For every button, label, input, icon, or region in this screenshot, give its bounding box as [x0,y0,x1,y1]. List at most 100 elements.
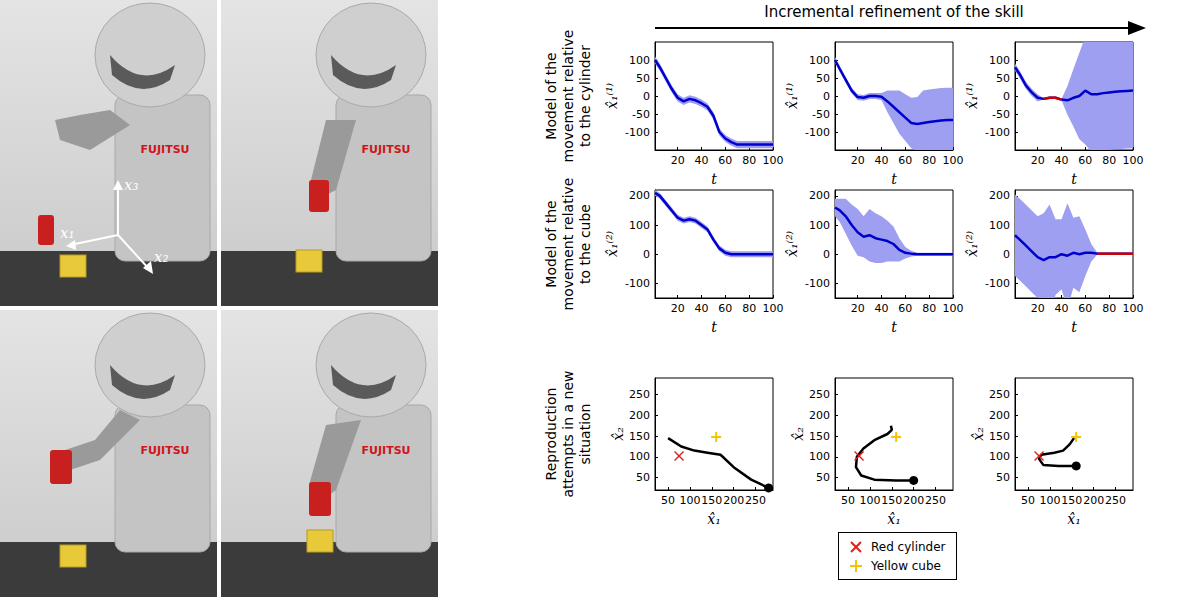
svg-text:100: 100 [989,54,1010,67]
svg-text:FUJITSU: FUJITSU [141,444,190,457]
svg-text:60: 60 [718,154,732,167]
svg-text:60: 60 [718,302,732,315]
svg-text:50: 50 [996,471,1010,484]
svg-text:t: t [711,319,717,335]
svg-text:-100: -100 [805,126,830,139]
svg-text:50: 50 [996,72,1010,85]
svg-text:0: 0 [1003,248,1010,261]
svg-text:50: 50 [1021,494,1035,507]
svg-text:100: 100 [943,302,964,315]
svg-text:20: 20 [671,154,685,167]
svg-text:t: t [891,171,897,187]
svg-text:0: 0 [1003,90,1010,103]
svg-text:150: 150 [629,430,650,443]
svg-text:x̂₁⁽¹⁾: x̂₁⁽¹⁾ [964,82,980,109]
svg-text:250: 250 [809,388,830,401]
svg-text:50: 50 [636,72,650,85]
svg-text:50: 50 [816,72,830,85]
svg-text:250: 250 [925,494,946,507]
svg-text:100: 100 [809,219,830,232]
svg-text:20: 20 [851,302,865,315]
svg-text:80: 80 [742,302,756,315]
svg-text:-100: -100 [805,277,830,290]
svg-text:40: 40 [694,302,708,315]
svg-text:-100: -100 [985,277,1010,290]
svg-text:-50: -50 [812,108,830,121]
svg-text:250: 250 [629,388,650,401]
svg-text:40: 40 [874,302,888,315]
svg-text:200: 200 [809,189,830,202]
svg-text:80: 80 [922,302,936,315]
svg-text:80: 80 [1102,154,1116,167]
svg-text:100: 100 [1123,154,1144,167]
svg-text:50: 50 [841,494,855,507]
svg-text:0: 0 [823,90,830,103]
svg-text:100: 100 [629,54,650,67]
svg-text:x̂₁: x̂₁ [707,511,721,527]
svg-text:60: 60 [1078,154,1092,167]
svg-text:20: 20 [1031,154,1045,167]
svg-text:100: 100 [859,494,880,507]
svg-text:FUJITSU: FUJITSU [362,143,411,156]
svg-text:x̂₁: x̂₁ [1067,511,1081,527]
svg-text:x̂₁⁽²⁾: x̂₁⁽²⁾ [784,230,800,257]
svg-text:t: t [891,319,897,335]
svg-text:50: 50 [636,471,650,484]
svg-text:200: 200 [723,494,744,507]
svg-text:60: 60 [898,154,912,167]
svg-text:200: 200 [989,409,1010,422]
svg-text:200: 200 [629,409,650,422]
svg-text:100: 100 [629,219,650,232]
svg-text:60: 60 [1078,302,1092,315]
svg-text:200: 200 [629,189,650,202]
svg-text:150: 150 [809,430,830,443]
svg-text:-50: -50 [632,108,650,121]
svg-text:150: 150 [701,494,722,507]
svg-text:100: 100 [763,154,784,167]
svg-text:t: t [1071,319,1077,335]
svg-text:-100: -100 [985,126,1010,139]
svg-text:40: 40 [1054,302,1068,315]
svg-text:200: 200 [989,189,1010,202]
svg-text:150: 150 [881,494,902,507]
svg-text:x̂₁⁽²⁾: x̂₁⁽²⁾ [964,230,980,257]
svg-text:60: 60 [898,302,912,315]
svg-text:40: 40 [874,154,888,167]
svg-text:100: 100 [1123,302,1144,315]
svg-text:150: 150 [989,430,1010,443]
svg-text:0: 0 [823,248,830,261]
svg-text:200: 200 [903,494,924,507]
svg-text:t: t [711,171,717,187]
svg-text:80: 80 [1102,302,1116,315]
svg-text:-50: -50 [992,108,1010,121]
svg-text:-100: -100 [625,126,650,139]
svg-text:200: 200 [809,409,830,422]
svg-text:x̂₂: x̂₂ [970,427,986,441]
svg-text:20: 20 [671,302,685,315]
svg-text:0: 0 [643,248,650,261]
svg-text:100: 100 [763,302,784,315]
svg-text:100: 100 [629,450,650,463]
svg-text:x̂₂: x̂₂ [610,427,626,441]
svg-text:100: 100 [809,450,830,463]
svg-text:20: 20 [851,154,865,167]
svg-text:80: 80 [922,154,936,167]
svg-text:x̂₁⁽¹⁾: x̂₁⁽¹⁾ [604,82,620,109]
svg-text:50: 50 [661,494,675,507]
svg-text:100: 100 [1039,494,1060,507]
svg-text:x₃: x₃ [124,176,138,194]
svg-text:40: 40 [694,154,708,167]
svg-text:x̂₁: x̂₁ [887,511,901,527]
svg-text:40: 40 [1054,154,1068,167]
svg-text:0: 0 [643,90,650,103]
svg-text:100: 100 [679,494,700,507]
svg-text:x₁: x₁ [60,224,74,242]
svg-text:200: 200 [1083,494,1104,507]
svg-text:250: 250 [1105,494,1126,507]
svg-text:FUJITSU: FUJITSU [141,143,190,156]
svg-text:50: 50 [816,471,830,484]
svg-text:x̂₁⁽¹⁾: x̂₁⁽¹⁾ [784,82,800,109]
svg-text:t: t [1071,171,1077,187]
svg-text:-100: -100 [625,277,650,290]
svg-text:100: 100 [989,450,1010,463]
